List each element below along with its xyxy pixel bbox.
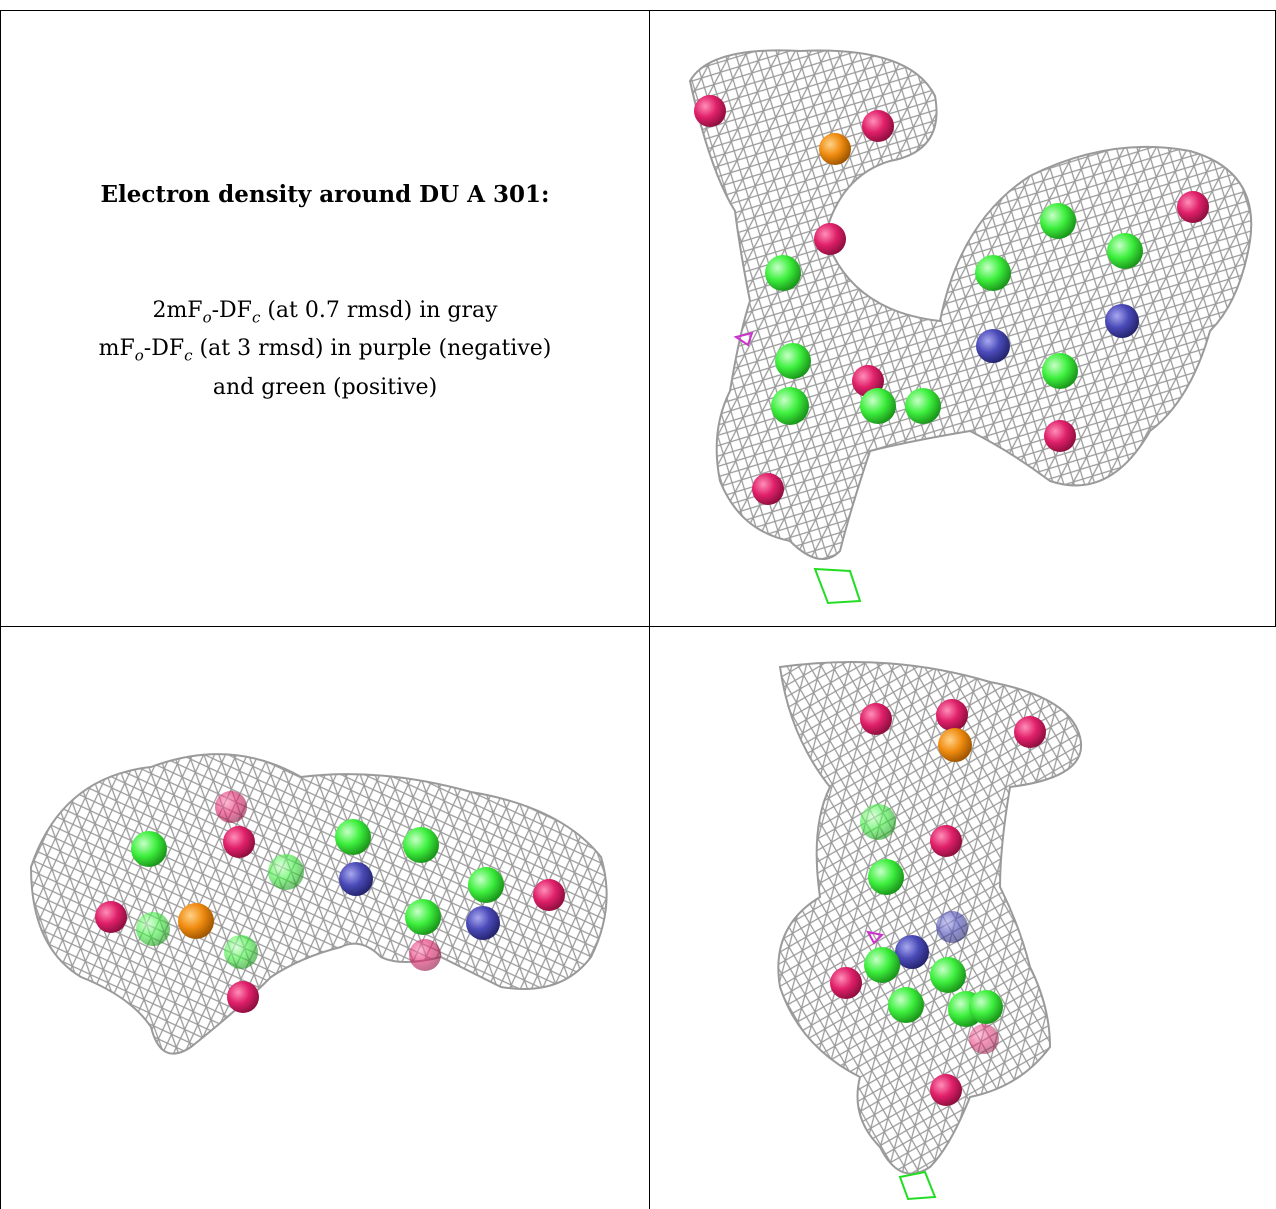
oxygen-atom — [1014, 716, 1046, 748]
carbon-atom — [405, 899, 441, 935]
negative-density-blob — [866, 930, 885, 945]
phosphorus-atom — [178, 903, 214, 939]
oxygen-atom — [752, 473, 784, 505]
table-border-top — [0, 10, 1276, 11]
nitrogen-atom — [466, 906, 500, 940]
oxygen-atom — [860, 703, 892, 735]
oxygen-atom — [227, 981, 259, 1013]
phosphorus-atom — [938, 728, 972, 762]
nitrogen-atom — [895, 935, 929, 969]
oxygen-atom — [862, 110, 894, 142]
carbon-atom — [905, 388, 941, 424]
oxygen-atom — [830, 967, 862, 999]
carbon-atom — [131, 831, 167, 867]
carbon-atom — [1042, 353, 1078, 389]
oxygen-atom — [930, 825, 962, 857]
caption-line-positive: and green (positive) — [212, 374, 438, 400]
oxygen-atom — [1044, 420, 1076, 452]
carbon-atom — [775, 343, 811, 379]
carbon-atom — [335, 819, 371, 855]
oxygen-atom — [95, 901, 127, 933]
nitrogen-atom — [936, 911, 968, 943]
caption-cell: Electron density around DU A 301: 2mFo-D… — [1, 11, 649, 636]
table-border-middle — [0, 626, 1276, 627]
carbon-atom — [1040, 203, 1076, 239]
nitrogen-atom — [339, 862, 373, 896]
caption-line-gray: 2mFo-DFc (at 0.7 rmsd) in gray — [152, 298, 498, 327]
carbon-atom — [224, 935, 258, 969]
nitrogen-atom — [1105, 304, 1139, 338]
view-top-right — [650, 11, 1275, 626]
negative-density-blob — [733, 331, 754, 347]
carbon-atom — [969, 990, 1003, 1024]
density-image-bottom-right — [777, 661, 1083, 1201]
table-border-left — [0, 10, 1, 1209]
carbon-atom — [403, 827, 439, 863]
carbon-atom — [860, 388, 896, 424]
view-bottom-left — [1, 627, 649, 1209]
phosphorus-atom — [819, 133, 851, 165]
carbon-atom — [468, 867, 504, 903]
oxygen-atom — [930, 1074, 962, 1106]
nitrogen-atom — [976, 329, 1010, 363]
view-bottom-right — [650, 627, 1275, 1209]
oxygen-atom — [936, 699, 968, 731]
oxygen-atom — [223, 826, 255, 858]
carbon-atom — [868, 859, 904, 895]
oxygen-atom — [409, 939, 441, 971]
carbon-atom — [930, 957, 966, 993]
oxygen-atom — [814, 223, 846, 255]
caption-line-difference: mFo-DFc (at 3 rmsd) in purple (negative) — [98, 336, 552, 365]
carbon-atom — [888, 987, 924, 1023]
oxygen-atom — [215, 791, 247, 823]
density-image-bottom-left — [29, 753, 608, 1055]
density-image-top-right — [688, 49, 1253, 605]
positive-density-blob — [813, 567, 862, 605]
carbon-atom — [268, 854, 304, 890]
carbon-atom — [136, 912, 170, 946]
oxygen-atom — [694, 95, 726, 127]
oxygen-atom — [533, 879, 565, 911]
oxygen-atom — [1177, 191, 1209, 223]
carbon-atom — [765, 255, 801, 291]
density-mesh — [29, 753, 608, 1055]
positive-density-blob — [898, 1170, 937, 1201]
carbon-atom — [860, 804, 896, 840]
carbon-atom — [975, 255, 1011, 291]
carbon-atom — [1107, 233, 1143, 269]
carbon-atom — [771, 387, 809, 425]
caption-legend: 2mFo-DFc (at 0.7 rmsd) in gray mFo-DFc (… — [1, 295, 649, 403]
density-mesh — [777, 661, 1083, 1175]
density-mesh — [688, 49, 1253, 560]
carbon-atom — [864, 947, 900, 983]
oxygen-atom — [969, 1024, 999, 1054]
caption-title: Electron density around DU A 301: — [100, 181, 550, 208]
table-border-center — [649, 10, 650, 1209]
